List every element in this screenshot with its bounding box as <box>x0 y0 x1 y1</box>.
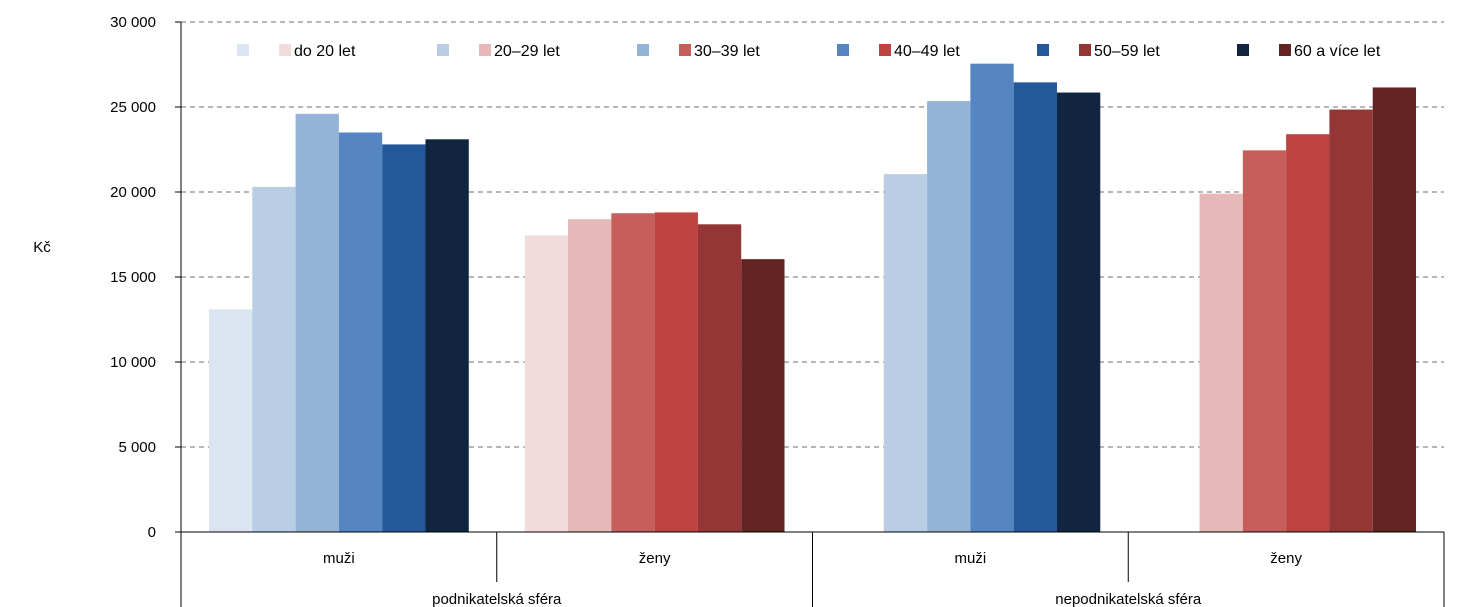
bar <box>970 63 1014 533</box>
legend-label: 60 a více let <box>1294 43 1381 60</box>
bar <box>741 259 785 532</box>
legend-swatch <box>837 44 849 56</box>
bar <box>927 101 971 533</box>
bar <box>611 213 655 532</box>
y-tick-label: 15 000 <box>110 269 156 286</box>
legend-swatch <box>1237 44 1249 56</box>
legend-swatch <box>679 44 691 56</box>
x-category-label: ženy <box>639 550 671 567</box>
legend: do 20 let 20–29 let 30–39 let 40–49 let 50–5… <box>237 43 1381 60</box>
bars <box>208 63 1417 533</box>
bar <box>1013 82 1057 532</box>
bar <box>1286 134 1330 532</box>
y-axis-title: Kč <box>33 239 51 256</box>
bar <box>208 309 253 532</box>
legend-swatch <box>1279 44 1291 56</box>
y-tick-label: 10 000 <box>110 354 156 371</box>
y-tick-label: 25 000 <box>110 99 156 116</box>
axes: 0 5 000 10 000 15 000 20 000 25 000 30 000 muži… <box>110 14 1445 607</box>
legend-swatch <box>879 44 891 56</box>
bar <box>425 139 469 533</box>
legend-label: 50–59 let <box>1094 43 1160 60</box>
legend-swatch <box>237 44 249 56</box>
x-category-label: ženy <box>1270 550 1302 567</box>
x-category-label: muži <box>323 550 355 567</box>
bar <box>295 113 339 533</box>
bar <box>697 224 742 533</box>
bar <box>568 219 612 532</box>
bar <box>1329 109 1373 533</box>
x-group-label: podnikatelská sféra <box>432 591 562 607</box>
x-category-label: muži <box>955 550 987 567</box>
x-group-label: nepodnikatelská sféra <box>1055 591 1202 607</box>
legend-label: 40–49 let <box>894 43 960 60</box>
legend-label: 30–39 let <box>694 43 760 60</box>
legend-swatch <box>279 44 291 56</box>
bar <box>654 212 698 532</box>
legend-swatch <box>637 44 649 56</box>
y-tick-label: 30 000 <box>110 14 156 31</box>
bar <box>252 186 296 532</box>
y-tick-label: 0 <box>148 524 156 541</box>
bar <box>1056 92 1101 533</box>
legend-label: 20–29 let <box>494 43 560 60</box>
legend-label: do 20 let <box>294 43 356 60</box>
bar <box>524 235 569 532</box>
bar <box>1242 150 1287 532</box>
bar <box>1199 193 1243 532</box>
y-tick-label: 20 000 <box>110 184 156 201</box>
y-tick-label: 5 000 <box>118 439 156 456</box>
legend-swatch <box>437 44 449 56</box>
bar <box>338 132 383 532</box>
bar <box>883 174 928 532</box>
bar <box>1372 87 1417 532</box>
bar <box>382 144 426 532</box>
legend-swatch <box>1037 44 1049 56</box>
legend-swatch <box>1079 44 1091 56</box>
legend-swatch <box>479 44 491 56</box>
